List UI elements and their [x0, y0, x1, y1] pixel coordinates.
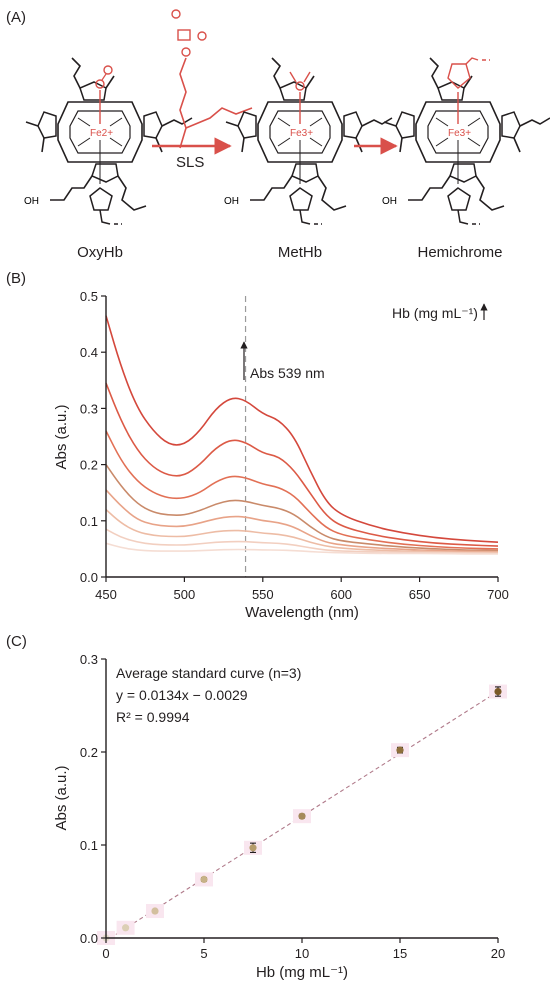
axis-ticks: 450 500 550 600 650 700 0.0 0.1 0.2 0.3 0.4 0.5 [80, 289, 509, 602]
spectrum-line-6 [105, 509, 498, 554]
acid-label-methb: OH [224, 196, 239, 207]
methb-structure: Fe3+ OH [224, 57, 393, 225]
data-point [298, 812, 306, 820]
data-point [249, 844, 257, 852]
reagent-sls-chain [171, 9, 253, 149]
spectra-series [105, 315, 499, 555]
molecule-label-methb: MetHb [278, 244, 322, 261]
spectrum-line-5 [105, 489, 499, 553]
r-squared: R² = 0.9994 [116, 709, 190, 725]
spectrum-line-7 [105, 528, 499, 555]
iron-label-oxyhb: Fe2+ [90, 128, 113, 139]
panel-label-c: (C) [6, 633, 27, 650]
data-point [494, 687, 502, 696]
oxyhb-structure: Fe2+ OH [24, 57, 193, 225]
y-tick-label: 0.5 [80, 289, 98, 304]
acid-label-oxyhb: OH [24, 196, 39, 207]
y-tick-label: 0.0 [80, 931, 98, 946]
x-tick-label: 10 [295, 946, 309, 961]
molecule-label-hemichrome: Hemichrome [417, 244, 502, 261]
y-tick-label: 0.4 [80, 345, 98, 360]
x-tick-label: 700 [487, 587, 509, 602]
legend-note: Hb (mg mL⁻¹) [392, 305, 478, 321]
iron-label-hemichrome: Fe3+ [448, 128, 471, 139]
y-axis-label: Abs (a.u.) [53, 765, 70, 830]
y-tick-label: 0.1 [80, 514, 98, 529]
annotation-539: Abs 539 nm [250, 365, 325, 381]
y-tick-label: 0.3 [80, 652, 98, 667]
reagent-label: SLS [176, 154, 204, 171]
spectra-chart: (B) 450 500 550 600 650 700 0.0 0.1 0.2 0.3 0.4 0.5… [6, 270, 509, 621]
x-tick-label: 450 [95, 587, 117, 602]
x-tick-label: 0 [102, 946, 109, 961]
data-point [151, 907, 159, 915]
standard-curve-chart: (C) 0 5 10 15 20 0.0 0.1 0.2 0.3 Average standar… [6, 633, 507, 981]
spectrum-line-4 [105, 464, 499, 552]
data-point [396, 746, 404, 754]
scheme-panel: (A) Fe2+ OH SLS Fe [6, 9, 550, 261]
x-tick-label: 500 [174, 587, 196, 602]
reaction-arrow-1: SLS [152, 137, 232, 171]
y-tick-label: 0.2 [80, 745, 98, 760]
x-tick-label: 5 [200, 946, 207, 961]
data-points [97, 684, 507, 945]
x-tick-label: 15 [393, 946, 407, 961]
panel-label-a: (A) [6, 9, 26, 26]
x-axis-label: Wavelength (nm) [245, 604, 359, 621]
y-tick-label: 0.2 [80, 458, 98, 473]
x-tick-label: 20 [491, 946, 505, 961]
y-tick-label: 0.1 [80, 838, 98, 853]
panel-label-b: (B) [6, 270, 26, 287]
y-tick-label: 0.3 [80, 401, 98, 416]
y-tick-label: 0.0 [80, 570, 98, 585]
acid-label-hemichrome: OH [382, 196, 397, 207]
spectrum-line-3 [105, 430, 499, 550]
spectrum-line-8 [105, 542, 498, 555]
molecule-label-oxyhb: OxyHb [77, 244, 123, 261]
curve-title: Average standard curve (n=3) [116, 665, 301, 681]
spectrum-line-1 [105, 315, 499, 543]
data-point [200, 875, 208, 884]
x-axis-label: Hb (mg mL⁻¹) [256, 964, 348, 981]
spectrum-line-2 [105, 382, 499, 547]
x-tick-label: 650 [409, 587, 431, 602]
x-tick-label: 550 [252, 587, 274, 602]
x-tick-label: 600 [330, 587, 352, 602]
data-point [122, 924, 130, 932]
hemichrome-structure: Fe3+ OH [382, 57, 550, 225]
iron-label-methb: Fe3+ [290, 128, 313, 139]
axis-ticks: 0 5 10 15 20 0.0 0.1 0.2 0.3 [80, 652, 505, 961]
y-axis-label: Abs (a.u.) [53, 404, 70, 469]
fit-equation: y = 0.0134x − 0.0029 [116, 687, 248, 703]
